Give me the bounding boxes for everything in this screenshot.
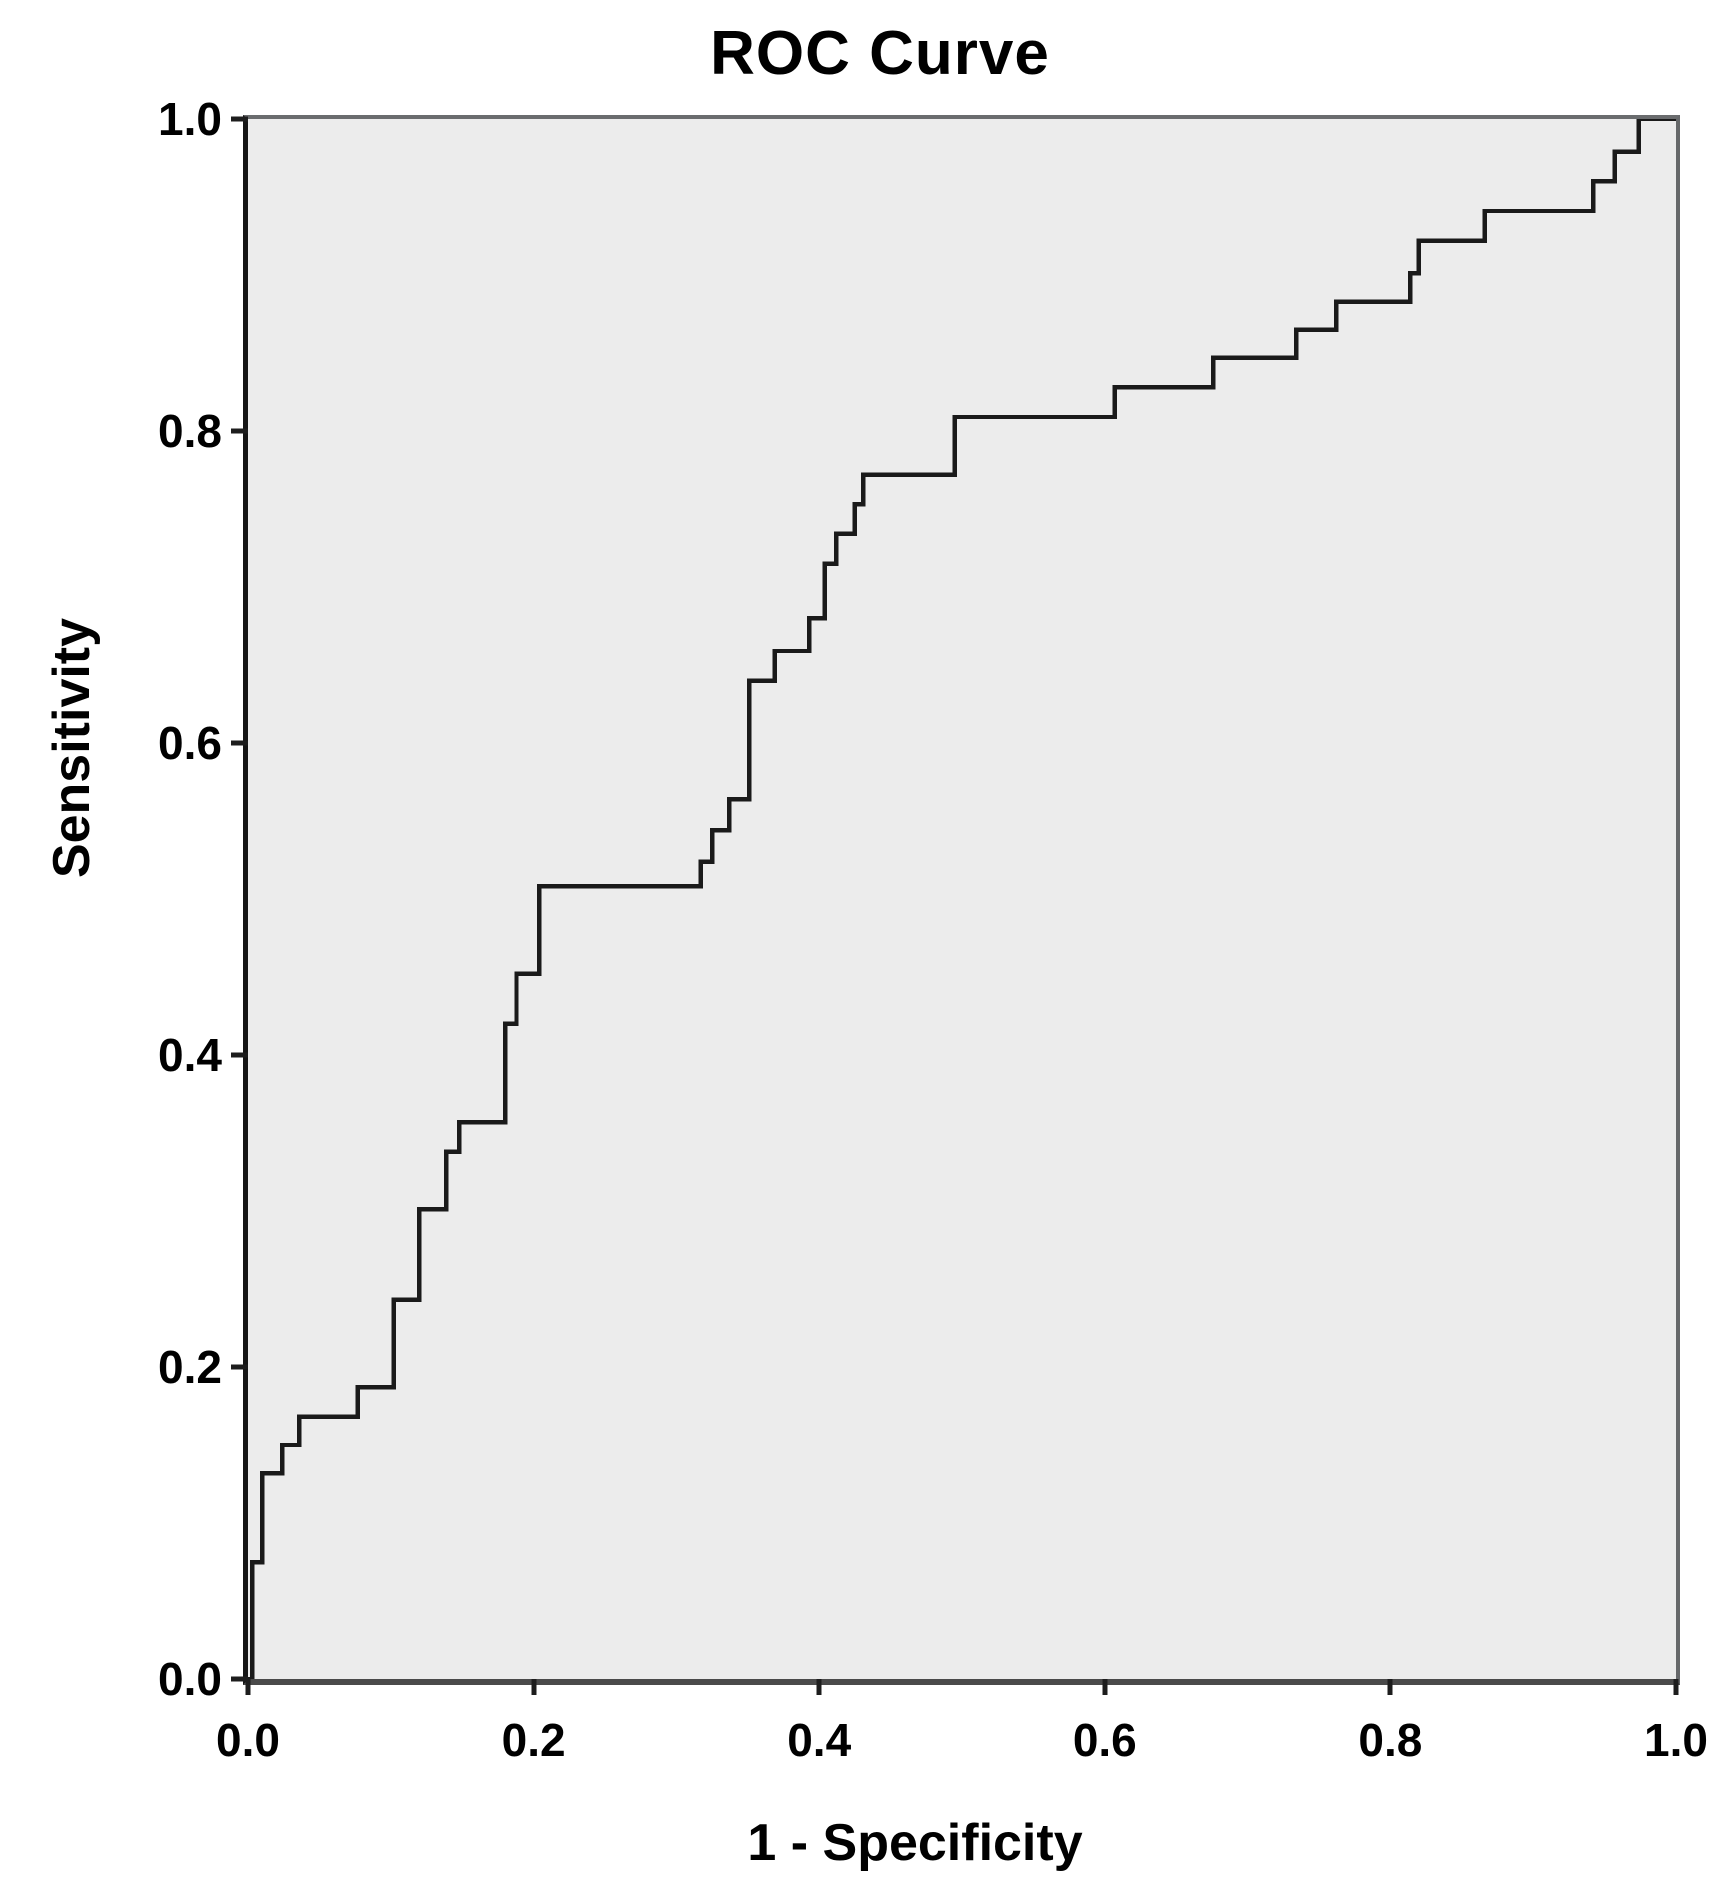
x-tick-mark bbox=[816, 1679, 822, 1695]
y-tick-label: 0.0 bbox=[158, 1653, 222, 1705]
chart-title: ROC Curve bbox=[710, 19, 1050, 88]
y-tick-label: 1.0 bbox=[158, 93, 222, 145]
y-tick-mark bbox=[231, 116, 248, 122]
y-tick-label: 0.6 bbox=[158, 717, 222, 769]
y-axis-title: Sensitivity bbox=[43, 617, 101, 879]
y-tick-mark bbox=[231, 1364, 248, 1370]
x-axis-title: 1 - Specificity bbox=[747, 1814, 1083, 1872]
y-tick-mark bbox=[231, 1052, 248, 1058]
roc-curve-svg bbox=[248, 119, 1676, 1679]
x-tick-label: 0.8 bbox=[1358, 1714, 1423, 1766]
x-tick-mark bbox=[1387, 1679, 1393, 1695]
y-tick-mark bbox=[231, 428, 248, 434]
x-tick-label: 1.0 bbox=[1644, 1714, 1708, 1766]
y-tick-label: 0.2 bbox=[158, 1341, 222, 1393]
y-tick-mark bbox=[231, 1676, 248, 1682]
x-tick-label: 0.0 bbox=[216, 1714, 280, 1766]
x-tick-mark bbox=[245, 1679, 251, 1695]
y-tick-label: 0.8 bbox=[158, 405, 222, 457]
x-tick-label: 0.4 bbox=[787, 1714, 852, 1766]
x-tick-label: 0.6 bbox=[1072, 1714, 1137, 1766]
x-tick-mark bbox=[1102, 1679, 1108, 1695]
y-tick-mark bbox=[231, 740, 248, 746]
x-tick-label: 0.2 bbox=[501, 1714, 566, 1766]
x-tick-mark bbox=[531, 1679, 537, 1695]
x-tick-mark bbox=[1673, 1679, 1679, 1695]
y-tick-label: 0.4 bbox=[158, 1029, 222, 1081]
roc-plot-area: 0.0 0.2 0.4 0.6 0.8 1.0 0.0 0.2 0.4 0.6 0.8 1.0 bbox=[158, 93, 1708, 1766]
roc-curve-line bbox=[248, 119, 1676, 1679]
